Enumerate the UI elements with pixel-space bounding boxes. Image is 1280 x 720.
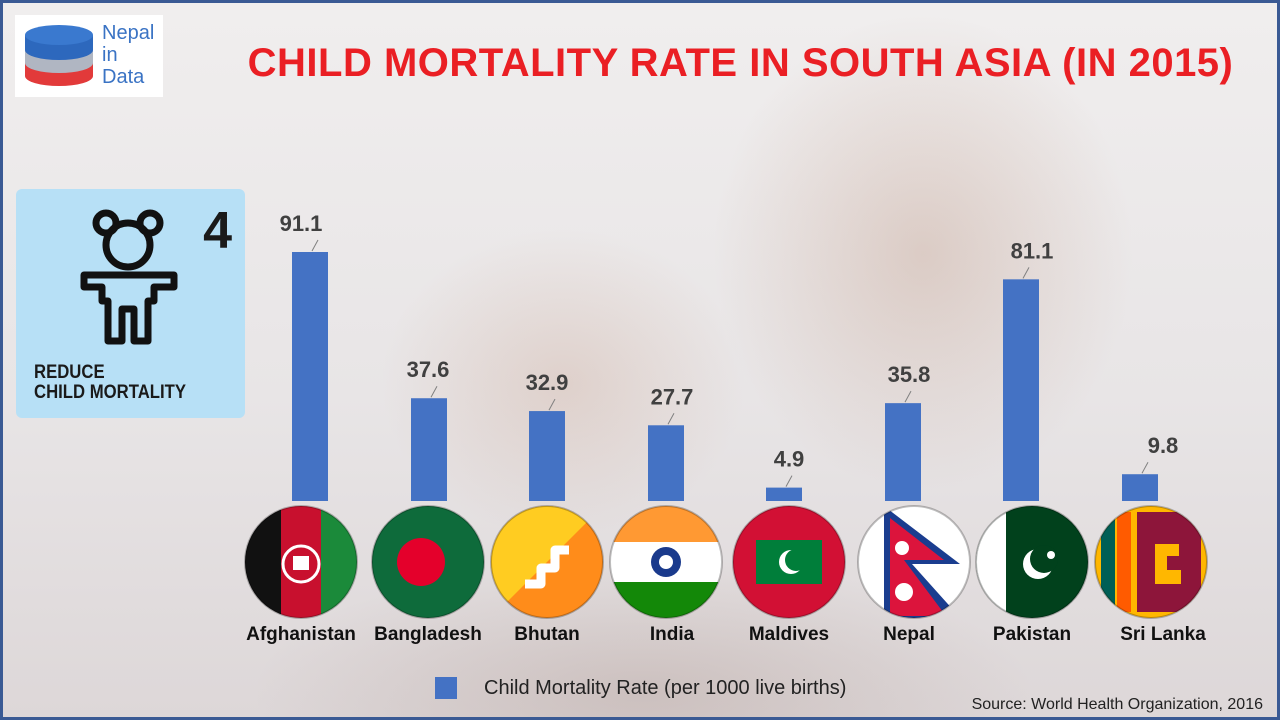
category-label: Sri Lanka — [1120, 624, 1206, 645]
nepal-flag-icon — [858, 506, 970, 618]
bar-bhutan — [529, 411, 565, 501]
data-label: 32.9 — [526, 370, 569, 395]
india-flag-icon — [610, 506, 722, 618]
legend: Child Mortality Rate (per 1000 live birt… — [435, 675, 846, 701]
sdg-goal-caption: REDUCE CHILD MORTALITY — [34, 363, 186, 403]
flag-ring — [975, 505, 1089, 619]
bars-layer — [292, 252, 1158, 501]
maldives-flag-icon — [733, 506, 845, 618]
bhutan-flag-icon — [491, 506, 603, 618]
bangladesh-flag-icon — [372, 506, 484, 618]
bar-pakistan — [1003, 279, 1039, 501]
afghanistan-flag-icon — [245, 506, 357, 618]
category-label: Afghanistan — [246, 624, 356, 645]
logo-text-line: Data — [102, 66, 145, 88]
label-leader-line — [548, 398, 556, 411]
category-labels-layer: Afghanistan Bangladesh Bhutan India Maldives… — [246, 624, 1206, 645]
data-label: 37.6 — [407, 357, 450, 382]
logo-text-line: in — [102, 44, 118, 66]
category-label: Nepal — [883, 624, 935, 645]
category-label: India — [650, 624, 695, 645]
legend-swatch — [435, 677, 457, 699]
bar-afghanistan — [292, 252, 328, 501]
category-label: Pakistan — [993, 624, 1071, 645]
label-leader-line — [785, 475, 793, 487]
source-note: Source: World Health Organization, 2016 — [971, 696, 1263, 713]
child-icon — [80, 209, 178, 345]
label-leader-line — [1022, 267, 1030, 279]
logo: Nepal in Data — [15, 15, 163, 97]
flag-ring — [609, 505, 723, 619]
flag-ring — [732, 505, 846, 619]
sdg-caption-line: REDUCE — [34, 362, 105, 383]
data-label: 81.1 — [1011, 238, 1054, 263]
value-labels-layer: 91.1 37.6 32.9 27.7 4.9 35.8 81.1 9.8 — [280, 211, 1179, 487]
label-leader-line — [904, 390, 912, 403]
sri-lanka-flag-icon — [1095, 506, 1207, 618]
category-label: Bhutan — [514, 624, 579, 645]
flag-ring — [371, 505, 485, 619]
data-label: 9.8 — [1148, 433, 1179, 458]
database-icon — [25, 25, 93, 86]
bar-maldives — [766, 487, 802, 501]
pakistan-flag-icon — [976, 506, 1088, 618]
data-label: 4.9 — [774, 447, 805, 472]
label-leader-line — [311, 239, 319, 252]
legend-label: Child Mortality Rate (per 1000 live birt… — [484, 676, 847, 699]
mortality-chart: 91.1 37.6 32.9 27.7 4.9 35.8 81.1 9.8 Afghanist… — [244, 211, 1208, 645]
sdg-caption-line: CHILD MORTALITY — [34, 382, 187, 403]
label-leader-line — [667, 413, 675, 425]
bar-sri-lanka — [1122, 474, 1158, 501]
label-leader-line — [1141, 461, 1149, 474]
chart-title: CHILD MORTALITY RATE IN SOUTH ASIA (IN 2… — [247, 41, 1234, 85]
data-label: 27.7 — [651, 384, 694, 409]
bar-nepal — [885, 403, 921, 501]
flags-layer — [244, 505, 1208, 619]
flag-ring — [857, 505, 971, 619]
bar-india — [648, 425, 684, 501]
flag-ring — [244, 505, 358, 619]
flag-ring — [1094, 505, 1208, 619]
flag-ring — [490, 505, 604, 619]
sdg-goal-badge: 4 REDUCE CHILD MORTALITY — [16, 189, 245, 418]
data-label: 35.8 — [888, 362, 931, 387]
bar-bangladesh — [411, 398, 447, 501]
category-label: Bangladesh — [374, 624, 482, 645]
label-leader-line — [430, 385, 438, 398]
category-label: Maldives — [749, 624, 829, 645]
sdg-goal-number: 4 — [203, 202, 232, 260]
logo-text: Nepal in Data — [102, 22, 162, 88]
data-label: 91.1 — [280, 211, 323, 236]
logo-text-line: Nepal — [102, 22, 155, 44]
